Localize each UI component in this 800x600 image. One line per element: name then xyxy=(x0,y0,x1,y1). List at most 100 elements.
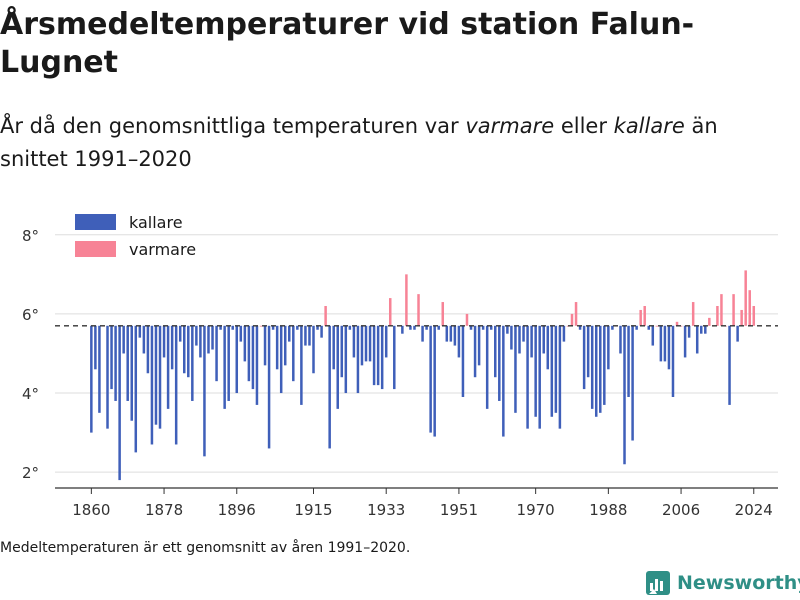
bar-1908 xyxy=(283,325,287,366)
bar-1987 xyxy=(603,325,606,405)
bar-1962 xyxy=(502,325,505,437)
bar-1889 xyxy=(207,325,210,354)
chart-subtitle: År då den genomsnittliga temperaturen va… xyxy=(0,110,790,176)
footnote: Medeltemperaturen är ett genomsnitt av å… xyxy=(0,540,411,556)
bar-1952 xyxy=(461,325,465,397)
bar-1861 xyxy=(94,325,97,370)
brand-logo: Newsworthy xyxy=(645,570,800,596)
bar-1966 xyxy=(518,325,521,354)
legend-swatch-varmare xyxy=(75,241,116,257)
bar-1919 xyxy=(328,325,331,449)
bar-2006 xyxy=(679,325,683,327)
bar-1926 xyxy=(356,325,360,394)
bar-1921 xyxy=(336,325,339,409)
legend-label-kallare: kallare xyxy=(129,213,183,232)
bar-1888 xyxy=(203,325,206,457)
bar-2020 xyxy=(736,325,739,342)
bar-1925 xyxy=(352,325,356,358)
bar-1871 xyxy=(134,325,138,453)
bar-1991 xyxy=(619,325,622,354)
bar-1963 xyxy=(506,325,509,334)
bar-1995 xyxy=(635,325,638,330)
bar-2004 xyxy=(671,325,675,397)
bar-1899 xyxy=(247,325,251,382)
bar-2011 xyxy=(700,325,703,334)
bar-1964 xyxy=(510,325,513,350)
x-tick-label: 1988 xyxy=(589,501,627,519)
bar-1956 xyxy=(477,325,481,366)
bar-1866 xyxy=(114,325,117,401)
x-tick-label: 1970 xyxy=(517,501,555,519)
bar-1897 xyxy=(239,325,243,342)
bar-1905 xyxy=(271,325,275,330)
bar-1860 xyxy=(90,325,93,433)
bar-1918 xyxy=(324,306,327,326)
bar-1878 xyxy=(162,325,166,358)
bar-2024 xyxy=(752,306,756,326)
bar-2008 xyxy=(687,325,691,338)
bar-1961 xyxy=(498,325,501,401)
bar-1978 xyxy=(566,325,570,327)
bar-1935 xyxy=(393,325,396,390)
bar-2002 xyxy=(663,325,667,362)
bar-1976 xyxy=(558,325,562,429)
bar-1939 xyxy=(409,325,412,330)
bar-1881 xyxy=(174,325,178,445)
bar-1996 xyxy=(639,309,642,326)
bar-1927 xyxy=(360,325,364,366)
bar-1903 xyxy=(263,325,267,366)
x-tick-label: 2006 xyxy=(662,501,700,519)
legend-label-varmare: varmare xyxy=(129,240,196,259)
bar-1877 xyxy=(158,325,162,429)
bar-2007 xyxy=(683,325,687,358)
bar-1920 xyxy=(332,325,335,370)
bar-1970 xyxy=(534,325,537,417)
bar-1946 xyxy=(437,325,440,330)
x-tick-label: 1915 xyxy=(294,501,332,519)
bar-1873 xyxy=(142,325,146,354)
bar-1914 xyxy=(308,325,311,346)
bar-1892 xyxy=(219,325,222,330)
x-tick-label: 1878 xyxy=(145,501,183,519)
bar-1890 xyxy=(211,325,214,350)
bar-1904 xyxy=(267,325,271,449)
bar-1984 xyxy=(590,325,594,409)
bar-2013 xyxy=(708,317,711,326)
bar-1907 xyxy=(279,325,283,394)
x-tick-label: 1933 xyxy=(367,501,405,519)
bar-1944 xyxy=(429,325,432,433)
bar-2000 xyxy=(655,325,659,327)
bar-1894 xyxy=(227,325,230,401)
bar-1916 xyxy=(316,325,319,330)
bar-1901 xyxy=(255,325,259,405)
bar-1967 xyxy=(522,325,525,342)
bar-1911 xyxy=(296,325,299,330)
x-tick-label: 2024 xyxy=(735,501,773,519)
bar-1922 xyxy=(340,325,344,378)
x-tick-label: 1860 xyxy=(72,501,110,519)
bar-2005 xyxy=(675,321,679,326)
bar-1992 xyxy=(623,325,626,465)
bar-1880 xyxy=(170,325,174,370)
bar-1872 xyxy=(138,325,142,338)
bar-2016 xyxy=(720,294,723,326)
newsworthy-logo-icon xyxy=(646,571,670,595)
bar-1999 xyxy=(651,325,655,346)
y-tick-label: 4° xyxy=(22,385,39,403)
bar-1938 xyxy=(405,274,408,326)
bar-1924 xyxy=(348,325,352,330)
bar-1998 xyxy=(647,325,651,330)
bar-1929 xyxy=(368,325,372,362)
bar-2003 xyxy=(667,325,671,370)
bar-1913 xyxy=(304,325,307,346)
bar-1951 xyxy=(457,325,461,358)
bar-1989 xyxy=(611,325,614,330)
bar-2018 xyxy=(728,325,731,405)
bar-1895 xyxy=(231,325,234,330)
bar-1874 xyxy=(146,325,150,374)
bar-1896 xyxy=(235,325,239,394)
bar-1883 xyxy=(182,325,186,374)
bar-1909 xyxy=(288,325,291,342)
bar-1887 xyxy=(199,325,202,358)
